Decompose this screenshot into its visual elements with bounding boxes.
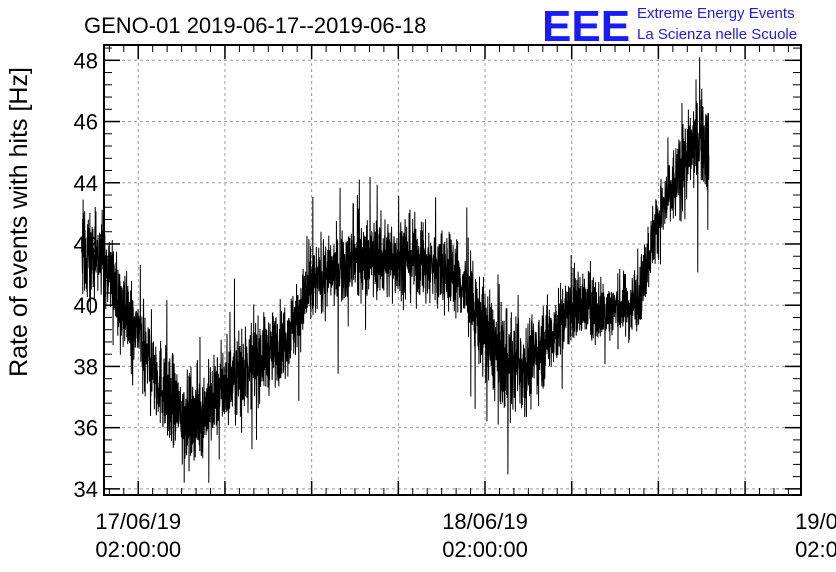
x-tick-label-date: 17/06/19 bbox=[95, 509, 181, 534]
plot-frame bbox=[103, 44, 802, 496]
logo-line-1: Extreme Energy Events bbox=[637, 5, 795, 22]
y-axis-label: Rate of events with hits [Hz] bbox=[5, 67, 33, 377]
data-series bbox=[81, 57, 710, 483]
x-tick-label-time: 02:00:00 bbox=[442, 537, 528, 562]
eee-logo: EEE Extreme Energy Events La Scienza nel… bbox=[542, 2, 797, 51]
logo-letters: EEE bbox=[542, 2, 630, 51]
y-tick-label: 44 bbox=[74, 171, 98, 196]
y-tick-label: 48 bbox=[74, 48, 98, 73]
y-tick-label: 36 bbox=[74, 416, 98, 441]
logo-line-2: La Scienza nelle Scuole bbox=[637, 26, 797, 43]
axis-ticks bbox=[104, 45, 801, 495]
series-line bbox=[81, 57, 710, 483]
y-tick-label: 34 bbox=[74, 477, 98, 502]
x-tick-label-time: 02:00:00 bbox=[95, 537, 181, 562]
y-tick-label: 46 bbox=[74, 110, 98, 135]
tick-labels: 34 36 38 40 42 44 46 48 17/06/19 02:00:00 18/06/19… bbox=[74, 48, 836, 562]
x-tick-label-date: 18/06/19 bbox=[442, 509, 528, 534]
y-tick-label: 38 bbox=[74, 354, 98, 379]
grid-lines bbox=[104, 45, 801, 495]
y-tick-label: 40 bbox=[74, 293, 98, 318]
y-tick-label: 42 bbox=[74, 232, 98, 257]
chart-title: GENO-01 2019-06-17--2019-06-18 bbox=[84, 13, 426, 38]
x-tick-label-date: 19/06/1 bbox=[795, 509, 836, 534]
x-tick-label-time: 02:00:0 bbox=[795, 537, 836, 562]
